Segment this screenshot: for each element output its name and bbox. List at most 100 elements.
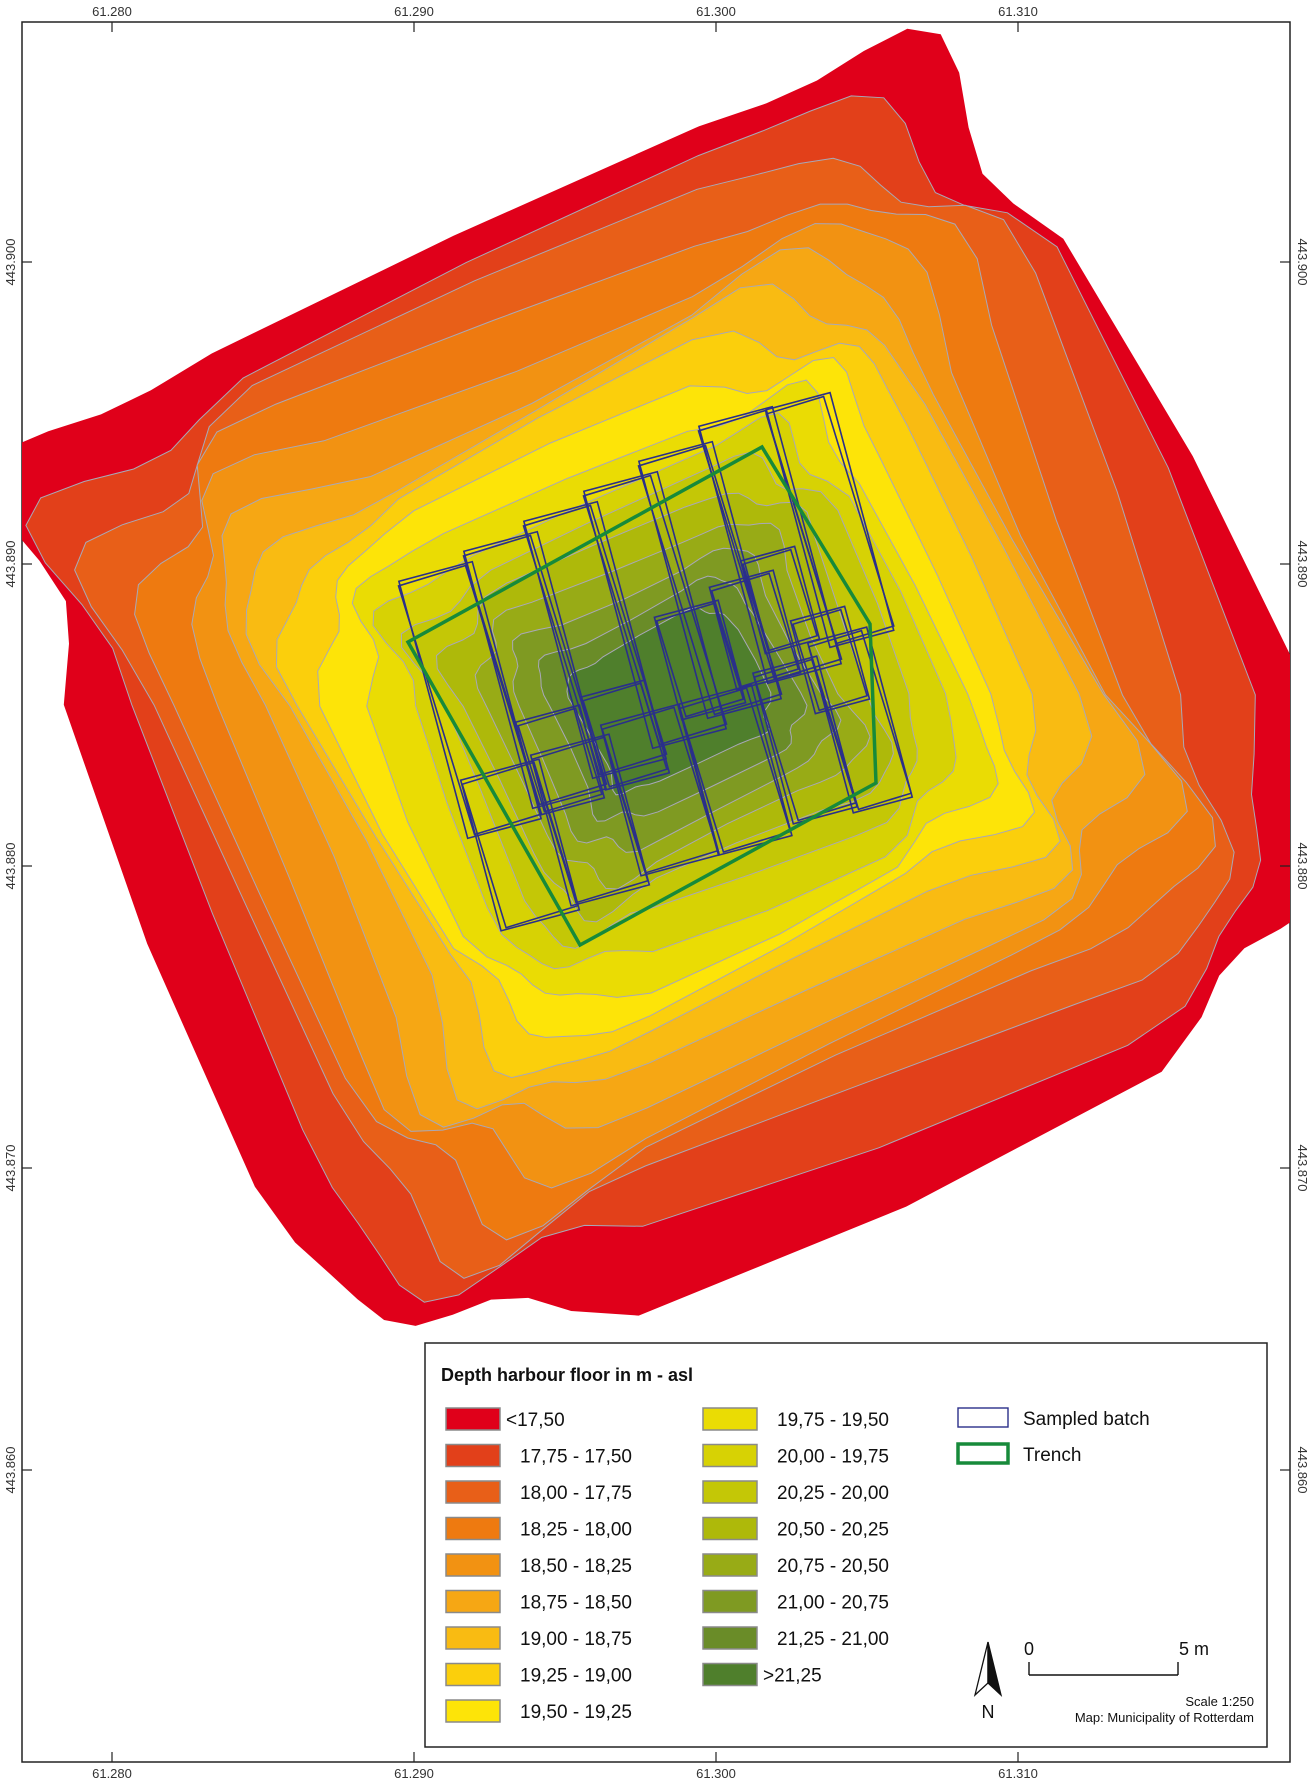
legend-swatch-17 xyxy=(702,1662,758,1687)
coordinate-ticks xyxy=(22,22,1290,1762)
legend: Depth harbour floor in m - asl <17,50 17,… xyxy=(424,1342,1268,1748)
legend-class-label-10: 19,75 - 19,50 xyxy=(777,1410,889,1431)
legend-swatch-16 xyxy=(702,1626,758,1650)
trench-label: Trench xyxy=(1023,1445,1081,1466)
sampled-batch-11 xyxy=(678,687,792,853)
legend-class-label-14: 20,75 - 20,50 xyxy=(777,1556,889,1577)
sampled-batch-1 xyxy=(397,564,543,836)
sampled-batch-3 xyxy=(522,504,668,776)
grid-label-bottom-4: 61.310 xyxy=(998,1766,1038,1781)
legend-swatch-14 xyxy=(702,1553,758,1577)
legend-swatch-9 xyxy=(445,1699,501,1723)
sampled-batch-9-edge xyxy=(529,733,651,907)
legend-swatch-13 xyxy=(702,1516,758,1541)
sampled-batch-11-edge xyxy=(677,683,793,857)
north-arrow-label: N xyxy=(982,1702,995,1722)
grid-label-top-3: 61.300 xyxy=(696,4,736,19)
legend-class-label-6: 18,75 - 18,50 xyxy=(520,1593,632,1614)
legend-title: Depth harbour floor in m - asl xyxy=(441,1365,693,1385)
legend-class-label-3: 18,00 - 17,75 xyxy=(520,1483,632,1504)
grid-label-right-1: 443.900 xyxy=(1295,239,1310,286)
scale-bar-start: 0 xyxy=(1024,1639,1034,1659)
sampled-batch-13-edge xyxy=(806,626,914,814)
sampled-batch-14 xyxy=(710,572,800,688)
sampled-batch-10-edge xyxy=(599,703,721,877)
sampled-batch-5-edge xyxy=(637,440,783,720)
sampled-batch-swatch xyxy=(957,1407,1009,1428)
sampled-batch-12-edge xyxy=(751,655,859,825)
sampled-batch-16 xyxy=(741,548,819,652)
trench-swatch xyxy=(956,1442,1010,1465)
grid-label-top-1: 61.280 xyxy=(92,4,132,19)
sampled-batch-label: Sampled batch xyxy=(1023,1409,1150,1430)
legend-class-label-2: 17,75 - 17,50 xyxy=(520,1447,632,1468)
legend-class-label-13: 20,50 - 20,25 xyxy=(777,1520,889,1541)
legend-class-label-17: >21,25 xyxy=(763,1666,822,1687)
legend-class-label-4: 18,25 - 18,00 xyxy=(520,1520,632,1541)
legend-swatch-2 xyxy=(445,1443,501,1468)
sampled-batch-19-edge xyxy=(579,679,671,791)
sampled-batch-16-edge xyxy=(739,545,821,655)
north-arrow-icon xyxy=(973,1641,1003,1697)
sampled-batches xyxy=(397,391,914,932)
grid-label-right-3: 443.880 xyxy=(1295,843,1310,890)
sampled-batch-18 xyxy=(517,707,603,813)
sampled-batch-4 xyxy=(582,474,728,746)
grid-label-left-5: 443.860 xyxy=(3,1447,18,1494)
grid-label-right-2: 443.890 xyxy=(1295,541,1310,588)
sampled-batch-2 xyxy=(462,534,608,806)
sampled-batch-15-edge xyxy=(653,599,747,721)
grid-label-top-4: 61.310 xyxy=(998,4,1038,19)
grid-label-left-1: 443.900 xyxy=(3,239,18,286)
legend-class-label-12: 20,25 - 20,00 xyxy=(777,1483,889,1504)
legend-class-label-9: 19,50 - 19,25 xyxy=(520,1702,632,1723)
sampled-batch-17-edge xyxy=(789,605,871,715)
grid-label-left-2: 443.890 xyxy=(3,541,18,588)
grid-label-bottom-2: 61.290 xyxy=(394,1766,434,1781)
grid-label-bottom-1: 61.280 xyxy=(92,1766,132,1781)
sampled-batch-17 xyxy=(791,608,869,712)
sampled-batch-3-edge xyxy=(522,500,668,780)
legend-swatch-11 xyxy=(702,1443,758,1468)
legend-swatch-10 xyxy=(702,1407,758,1431)
legend-class-label-16: 21,25 - 21,00 xyxy=(777,1629,889,1650)
sampled-batch-1-edge xyxy=(397,560,543,840)
grid-label-right-4: 443.870 xyxy=(1295,1145,1310,1192)
legend-classes: <17,50 17,75 - 17,50 18,00 - 17,75 18,25 - … xyxy=(445,1407,889,1723)
legend-swatch-12 xyxy=(702,1480,758,1504)
legend-class-label-15: 21,00 - 20,75 xyxy=(777,1593,889,1614)
legend-swatch-4 xyxy=(445,1516,501,1541)
trench-outline xyxy=(405,444,878,948)
scale-bar xyxy=(1028,1662,1179,1676)
sampled-batch-7 xyxy=(765,395,895,645)
grid-label-left-4: 443.870 xyxy=(3,1145,18,1192)
sampled-batch-8-edge xyxy=(459,758,581,932)
sampled-batch-13 xyxy=(807,629,913,811)
map-credit: Map: Municipality of Rotterdam xyxy=(1075,1710,1254,1725)
sampled-batch-7-edge xyxy=(765,391,895,649)
grid-label-left-3: 443.880 xyxy=(3,843,18,890)
grid-label-right-5: 443.860 xyxy=(1295,1447,1310,1494)
legend-class-label-11: 20,00 - 19,75 xyxy=(777,1447,889,1468)
legend-class-label-7: 19,00 - 18,75 xyxy=(520,1629,632,1650)
legend-swatch-5 xyxy=(445,1553,501,1577)
scale-ratio: Scale 1:250 xyxy=(1185,1694,1254,1709)
legend-swatch-15 xyxy=(702,1589,758,1614)
sampled-batch-10 xyxy=(601,706,719,874)
grid-label-top-2: 61.290 xyxy=(394,4,434,19)
grid-label-bottom-3: 61.300 xyxy=(696,1766,736,1781)
legend-box xyxy=(424,1342,1268,1748)
sampled-batch-19 xyxy=(582,682,668,788)
scale-bar-end: 5 m xyxy=(1179,1639,1209,1659)
legend-class-label-1: <17,50 xyxy=(506,1410,565,1431)
sampled-batch-2-edge xyxy=(462,530,608,810)
legend-class-label-5: 18,50 - 18,25 xyxy=(520,1556,632,1577)
legend-swatch-6 xyxy=(445,1589,501,1614)
legend-swatch-3 xyxy=(445,1480,501,1504)
sampled-batch-15 xyxy=(655,602,745,718)
legend-swatch-8 xyxy=(445,1662,501,1687)
legend-swatch-7 xyxy=(445,1626,501,1650)
legend-swatch-1 xyxy=(445,1407,501,1431)
sampled-batch-14-edge xyxy=(708,569,802,691)
